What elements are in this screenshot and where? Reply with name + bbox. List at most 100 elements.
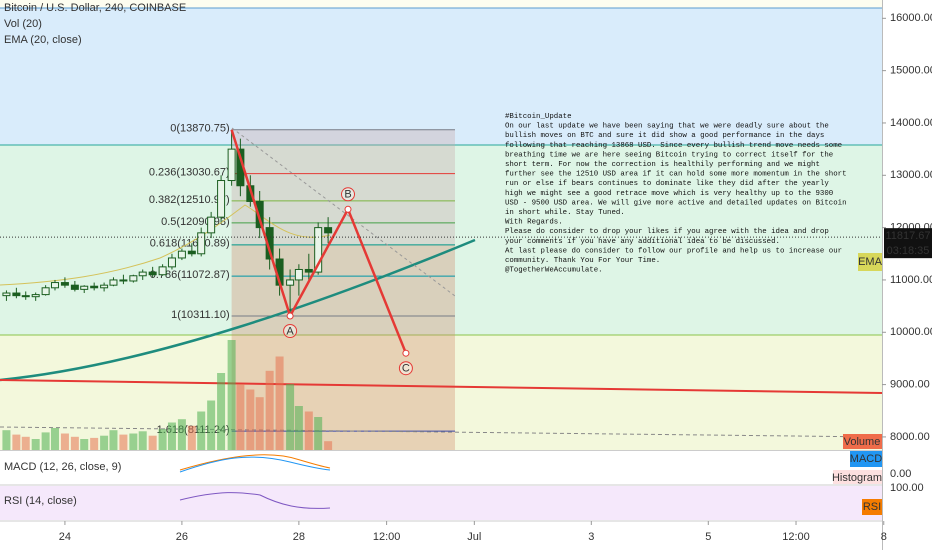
candle-body [197,232,206,255]
fib-label: 0.618(11670.89) [150,238,230,250]
candle-body [129,275,138,282]
note-line: your comments if you have any additional… [505,238,780,246]
note-line: high we might see a good retrace move wh… [505,190,833,198]
volume-bar [41,432,50,450]
wave-point [402,349,410,357]
wave-badge [283,323,298,338]
volume-bar [109,430,118,450]
candle-body [227,148,236,182]
volume-bar [255,397,264,450]
y-tick-label: 9000.00 [890,378,930,390]
candle-body [167,257,176,268]
volume-bar [80,439,89,450]
x-tick-label: 26 [176,531,188,543]
candle-body [12,292,21,297]
macd-line [179,456,331,473]
note-line: further see the 12510 USD area if it can… [505,171,847,179]
macd-tag [850,451,882,467]
fib-label: 0.786(11072.87) [150,269,230,281]
wave-badge [398,361,413,376]
volume-bar [187,425,196,450]
volume-bar [148,435,157,450]
wave-label: A [286,325,294,337]
volume-bar [129,433,138,450]
volume-bar [246,389,255,450]
note-line: Please do consider to drop your likes if… [505,228,829,236]
volume-bar [227,340,236,450]
volume-bar [207,400,216,450]
macd-tag-label: MACD [850,453,882,465]
volume-bar [138,431,147,450]
fib-label: 0(13870.75) [170,123,229,135]
x-tick-label: 24 [59,531,71,543]
histogram-tag [833,470,882,484]
volume-bar [286,384,295,450]
volume-bar [324,441,333,450]
x-tick-label: 3 [588,531,594,543]
volume-bar [158,429,167,450]
volume-bar [12,434,21,450]
x-tick-label: Jul [467,531,481,543]
wave-label: C [402,363,410,375]
volume-bar [70,436,79,450]
candle-body [177,250,186,259]
volume-bar [31,439,40,450]
volume-bar [304,411,313,450]
candle-body [286,279,295,286]
note-line: With Regards. [505,219,563,227]
volume-bar [294,406,303,450]
x-tick-label: 5 [705,531,711,543]
dashed-line [0,426,883,438]
candle-body [207,216,216,234]
volume-bar [314,417,323,450]
volume-bar [100,435,109,450]
volume-bar [217,373,226,450]
rsi-line [179,492,331,509]
x-tick-label: 28 [293,531,305,543]
wave-point [286,312,294,320]
x-tick-label: 12:00 [373,531,401,543]
candle-body [109,279,118,286]
note-line: bullish moves on BTC and sure it did sho… [505,132,824,140]
rsi-tag-label: RSI [863,501,881,513]
note-line: USD - 9500 USD area. We will give more a… [505,199,847,207]
candle-body [100,284,109,289]
x-tick-label: 12:00 [782,531,810,543]
long-ema [0,238,476,382]
volume-bar [197,411,206,450]
candle-body [90,285,99,289]
macd-tick: 0.00 [890,468,911,480]
candle-body [217,180,226,218]
candle-body [148,271,157,276]
note-line: #Bitcoin_Update [505,113,572,121]
candle-body [21,295,30,298]
candle-body [41,287,50,296]
band [0,8,882,145]
y-tick-label: 15000.00 [890,65,932,77]
candle-body [50,282,59,289]
volume-bar [275,356,284,450]
wave-label: B [344,189,351,201]
volume-bar [2,430,11,450]
volume-bar [50,428,59,450]
volume-bar [236,384,245,450]
volume-tag [843,434,882,449]
note-line: breathing time we are here seeing Bitcoi… [505,151,833,159]
candle-body [255,200,264,229]
volume-bar [21,436,30,450]
note-line: following that reaching 13868 USD. Since… [505,142,842,150]
y-tick-label: 10000.00 [890,326,932,338]
price-axis [882,0,932,550]
wave-badge [341,187,356,202]
price-tag [884,228,932,259]
candle-body [70,284,79,290]
volume-bar [119,434,128,450]
fib-box [231,129,455,245]
candle-body [31,294,40,298]
note-line: @TogetherWeAccumulate. [505,267,603,275]
note-line: in short while. Stay Tuned. [505,209,625,217]
fib-box [231,244,455,450]
macd-signal [179,454,331,471]
candle-body [2,292,11,297]
